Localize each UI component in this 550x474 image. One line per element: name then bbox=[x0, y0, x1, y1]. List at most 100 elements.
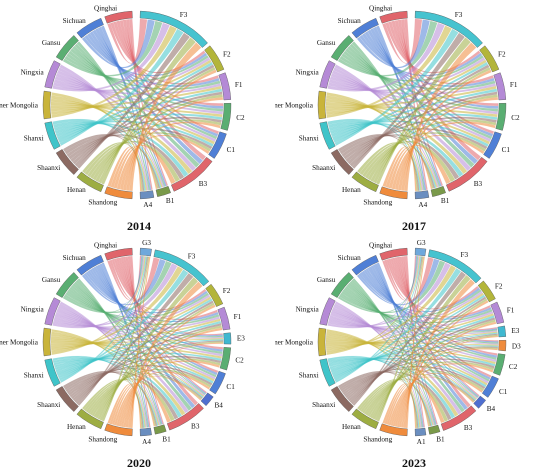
ribbon-sichuan-f3 bbox=[358, 258, 440, 306]
ribbon-shandong-c2 bbox=[118, 360, 220, 427]
indicator-arc-b1 bbox=[430, 185, 446, 197]
indicator-arc-b1 bbox=[153, 424, 167, 435]
ribbon-sichuan-f2 bbox=[84, 34, 208, 77]
ribbon-henan-c1 bbox=[363, 370, 485, 415]
region-arc-ningxia bbox=[319, 60, 336, 89]
indicator-arc-b4 bbox=[200, 392, 214, 407]
indicator-arc-f1 bbox=[217, 306, 231, 331]
region-arc-henan bbox=[76, 171, 104, 193]
ribbon-ningxia-c2 bbox=[54, 76, 223, 115]
indicator-label-c1: C1 bbox=[502, 146, 511, 154]
ribbon-shandong-f2 bbox=[125, 304, 216, 428]
ribbon-shanxi-e3 bbox=[56, 339, 224, 375]
ribbon-shaanxi-a4 bbox=[337, 134, 420, 191]
chord-diagram-2020: Qinghai Sichuan Gansu Ningxia Inner Mongolia… bbox=[0, 239, 245, 470]
ribbon-shaanxi-f2 bbox=[74, 300, 214, 403]
region-arc-qinghai bbox=[104, 247, 133, 261]
indicator-arc-c2 bbox=[493, 353, 506, 376]
indicator-arc-f2 bbox=[477, 280, 496, 303]
region-label-henan: Henan bbox=[67, 186, 86, 194]
region-label-sichuan: Sichuan bbox=[338, 17, 362, 25]
ribbon-ningxia-f3 bbox=[52, 263, 178, 327]
ribbon-shandong-c1 bbox=[116, 134, 210, 190]
ribbon-inner-mongolia-f1 bbox=[325, 313, 494, 349]
ribbon-gansu-f3 bbox=[64, 260, 172, 314]
region-label-shaanxi: Shaanxi bbox=[37, 401, 60, 409]
indicator-arc-f1 bbox=[493, 72, 507, 101]
ribbon-qinghai-b3 bbox=[125, 256, 199, 406]
region-arc-qinghai bbox=[379, 10, 408, 24]
ribbon-shandong-g3 bbox=[405, 256, 425, 429]
ribbon-henan-f2 bbox=[373, 67, 491, 184]
ribbon-inner-mongolia-e3 bbox=[325, 331, 498, 347]
ribbon-shandong-g3 bbox=[130, 256, 151, 429]
chord-diagram-2023: Qinghai Sichuan Gansu Ningxia Inner Mongolia… bbox=[275, 239, 521, 470]
ribbon-shanxi-f3 bbox=[334, 28, 459, 146]
ribbon-shaanxi-f3 bbox=[76, 32, 190, 169]
region-label-inner-mongolia: Inner Mongolia bbox=[0, 102, 39, 110]
region-label-shaanxi: Shaanxi bbox=[37, 164, 60, 172]
region-arc-shaanxi bbox=[330, 149, 354, 175]
region-arc-shanxi bbox=[319, 358, 336, 387]
indicator-label-f2: F2 bbox=[223, 287, 231, 295]
region-label-qinghai: Qinghai bbox=[369, 242, 392, 250]
ribbon-shanxi-b3 bbox=[53, 122, 189, 177]
chord-panel-2014: Qinghai Sichuan Gansu Ningxia Inner Mongolia… bbox=[0, 0, 275, 237]
ribbon-shanxi-a4 bbox=[52, 355, 145, 428]
indicator-label-c1: C1 bbox=[227, 146, 236, 154]
indicator-arc-f3 bbox=[414, 10, 483, 48]
ribbon-shandong-c1 bbox=[116, 371, 211, 427]
ribbon-henan-f3 bbox=[99, 277, 199, 421]
ribbon-ningxia-a4 bbox=[334, 64, 424, 191]
year-label: 2023 bbox=[402, 456, 426, 470]
indicator-label-c2: C2 bbox=[509, 363, 518, 371]
ribbon-shanxi-f3 bbox=[59, 28, 184, 146]
ribbon-inner-mongolia-f1 bbox=[50, 86, 222, 112]
ribbon-henan-f2 bbox=[97, 302, 215, 420]
ribbon-gansu-b4 bbox=[347, 282, 479, 399]
indicator-label-b1: B1 bbox=[166, 197, 175, 205]
ribbon-gansu-b3 bbox=[349, 281, 465, 413]
region-label-gansu: Gansu bbox=[42, 39, 61, 47]
ribbon-shaanxi-b1 bbox=[64, 371, 158, 427]
ribbon-shaanxi-g3 bbox=[352, 256, 423, 406]
region-label-gansu: Gansu bbox=[42, 276, 61, 284]
ribbon-shaanxi-a4 bbox=[62, 134, 145, 191]
ribbon-shaanxi-f3 bbox=[75, 273, 194, 405]
indicator-arc-c1 bbox=[481, 375, 499, 398]
indicator-label-b1: B1 bbox=[436, 436, 445, 444]
region-label-sichuan: Sichuan bbox=[63, 17, 87, 25]
ribbon-ningxia-c2 bbox=[329, 76, 498, 115]
region-label-qinghai: Qinghai bbox=[94, 242, 117, 250]
ribbon-shandong-e3 bbox=[120, 342, 224, 428]
ribbon-henan-b3 bbox=[362, 141, 456, 182]
indicator-label-c2: C2 bbox=[236, 114, 245, 122]
ribbon-shanxi-c1 bbox=[329, 120, 489, 147]
indicator-arc-b1 bbox=[155, 185, 171, 197]
region-arc-gansu bbox=[55, 272, 79, 298]
indicator-arc-c1 bbox=[208, 131, 227, 159]
ribbon-ningxia-a4 bbox=[59, 64, 149, 191]
ribbon-sichuan-b3 bbox=[97, 264, 196, 409]
ribbon-gansu-f3 bbox=[62, 20, 163, 77]
ribbon-qinghai-f3 bbox=[382, 18, 423, 64]
indicator-arc-f3 bbox=[139, 10, 208, 48]
ribbon-henan-c1 bbox=[89, 132, 211, 179]
region-arc-shaanxi bbox=[55, 386, 79, 412]
region-label-inner-mongolia: Inner Mongolia bbox=[275, 102, 314, 110]
region-arc-shanxi bbox=[44, 121, 61, 150]
region-arc-inner-mongolia bbox=[42, 327, 52, 357]
ribbon-inner-mongolia-f3 bbox=[51, 266, 184, 353]
ribbon-shaanxi-b3 bbox=[340, 371, 452, 421]
indicator-arc-b3 bbox=[446, 156, 488, 192]
ribbon-gansu-d3 bbox=[343, 287, 499, 344]
region-label-sichuan: Sichuan bbox=[63, 254, 87, 262]
region-label-shaanxi: Shaanxi bbox=[312, 164, 335, 172]
ribbon-ningxia-f2 bbox=[328, 57, 486, 92]
region-label-gansu: Gansu bbox=[317, 39, 336, 47]
indicator-label-a4: A4 bbox=[142, 438, 151, 446]
region-label-henan: Henan bbox=[67, 423, 86, 431]
region-arc-shanxi bbox=[319, 121, 336, 150]
indicator-label-f3: F3 bbox=[188, 252, 196, 260]
indicator-arc-e3 bbox=[223, 332, 232, 345]
